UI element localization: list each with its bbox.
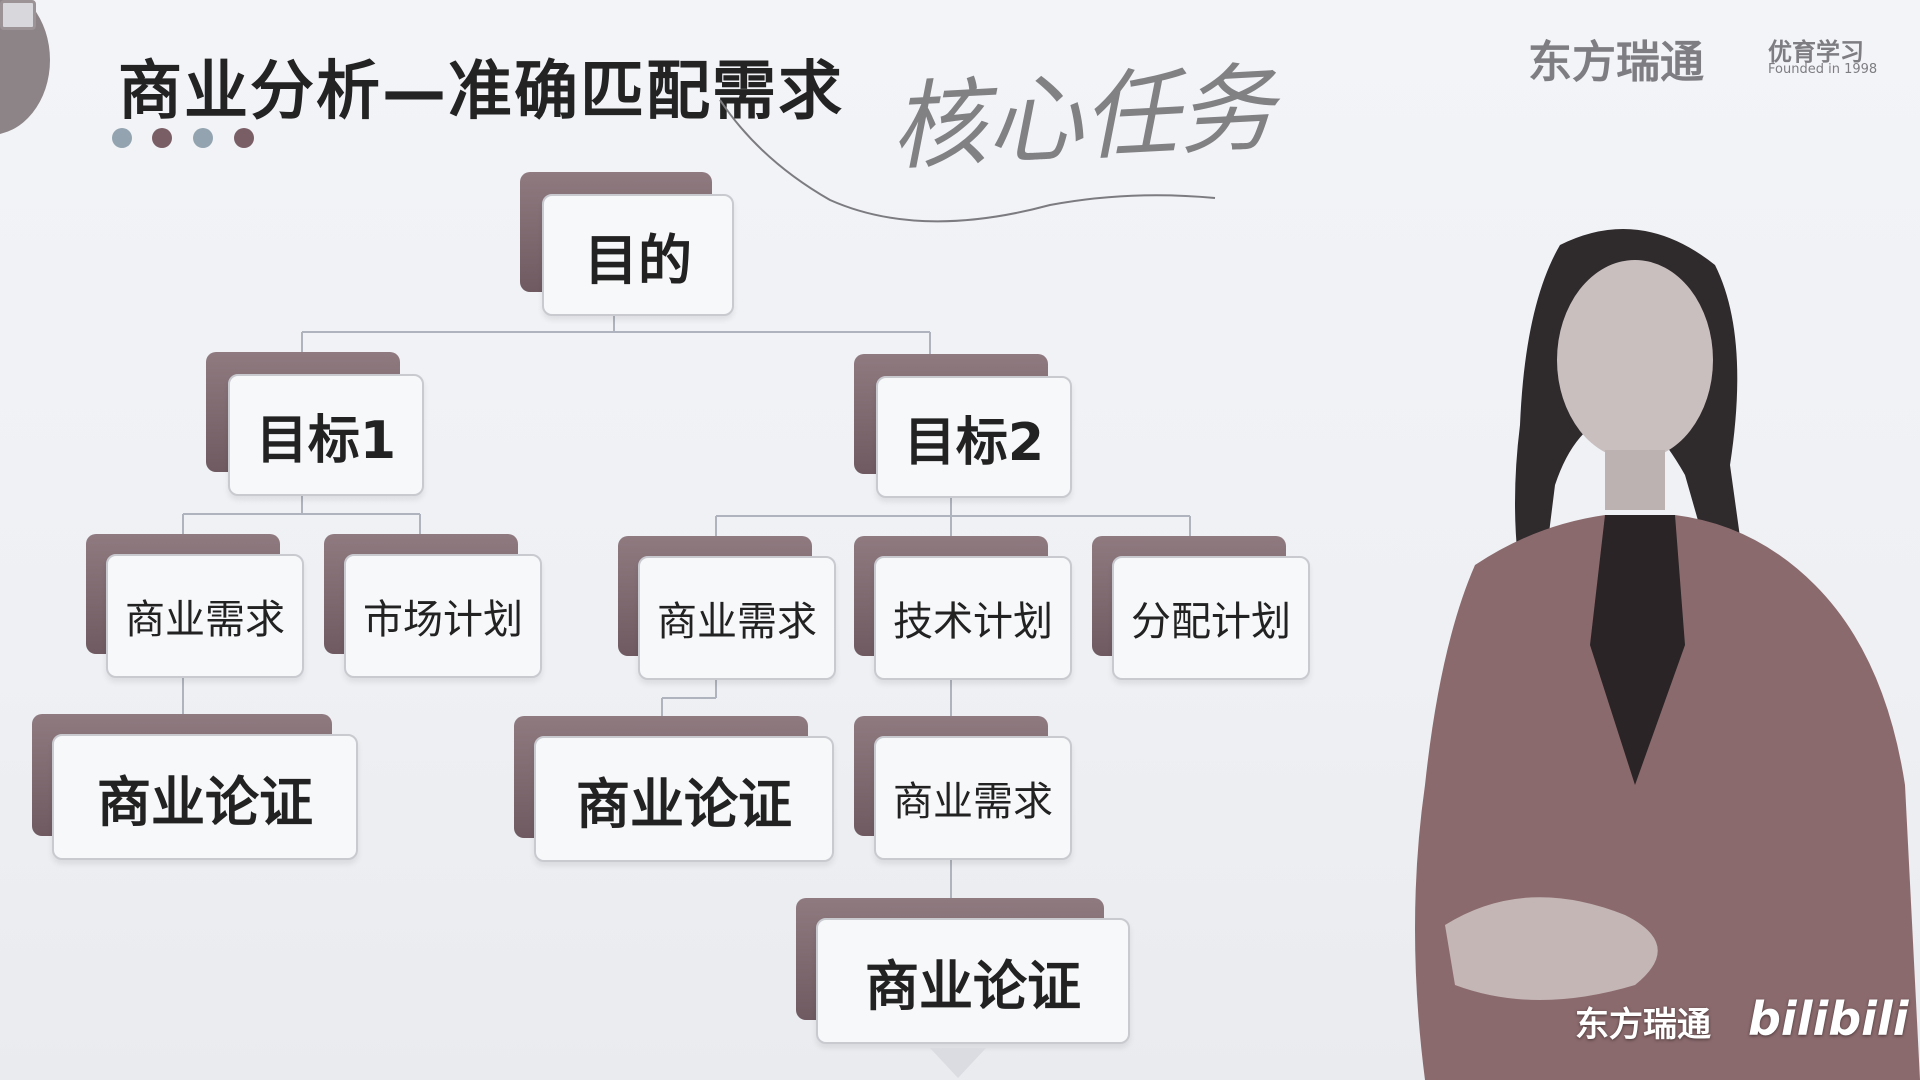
node-g2-tech-plan-label: 技术计划	[874, 556, 1072, 680]
node-goal-1-label: 目标1	[228, 374, 424, 496]
node-g2-tech-plan: 技术计划	[854, 536, 1072, 680]
watermark-company: 东方瑞通	[1575, 1005, 1711, 1045]
decor-dot-4	[234, 128, 254, 148]
node-g2-business-requirement: 商业需求	[618, 536, 836, 680]
next-arrow-marker	[930, 1048, 986, 1078]
node-g1-market-plan: 市场计划	[324, 534, 544, 678]
decor-dot-1	[112, 128, 132, 148]
presenter-figure	[1415, 229, 1920, 1080]
decor-dot-3	[193, 128, 213, 148]
node-g2-business-requirement-2: 商业需求	[854, 716, 1072, 860]
node-g2-business-case-2-label: 商业论证	[816, 918, 1130, 1044]
node-g2-business-case-label: 商业论证	[534, 736, 834, 862]
node-g2-business-requirement-label: 商业需求	[638, 556, 836, 680]
node-g1-business-requirement-label: 商业需求	[106, 554, 304, 678]
founded-text: Founded in 1998	[1768, 62, 1878, 77]
company-logo: 东方瑞通	[1528, 37, 1704, 88]
decor-dot-2	[152, 128, 172, 148]
node-goal-2-label: 目标2	[876, 376, 1072, 498]
node-purpose-label: 目的	[542, 194, 734, 316]
slide-title: 商业分析—准确匹配需求	[118, 55, 844, 129]
node-g2-business-case-2: 商业论证	[796, 898, 1130, 1044]
node-g1-business-requirement: 商业需求	[86, 534, 304, 678]
node-g1-market-plan-label: 市场计划	[344, 554, 542, 678]
node-g2-business-case: 商业论证	[514, 716, 834, 862]
node-g2-business-requirement-2-label: 商业需求	[874, 736, 1072, 860]
node-goal-2: 目标2	[854, 354, 1072, 498]
node-g2-distribution-plan: 分配计划	[1092, 536, 1312, 680]
node-goal-1: 目标1	[206, 352, 424, 496]
watermark-site: bilibili	[1748, 992, 1909, 1046]
node-g2-distribution-plan-label: 分配计划	[1112, 556, 1310, 680]
node-g1-business-case: 商业论证	[32, 714, 358, 860]
sub-logo: 优育学习	[1768, 38, 1864, 66]
window-icon	[0, 0, 36, 30]
node-g1-business-case-label: 商业论证	[52, 734, 358, 860]
node-purpose: 目的	[520, 172, 734, 316]
